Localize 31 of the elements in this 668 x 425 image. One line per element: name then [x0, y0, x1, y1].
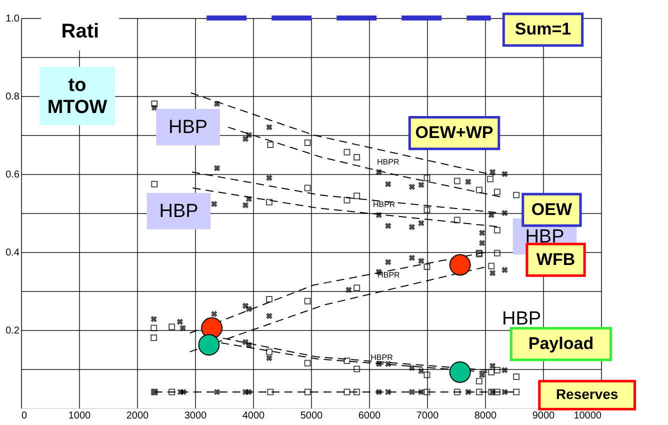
x-tick-label: 1000: [68, 410, 92, 422]
annotation: HBPR: [377, 157, 400, 166]
y-tick-label: 0.4: [6, 248, 20, 258]
annotation: HBP: [502, 308, 542, 330]
annotation: to MTOW: [47, 75, 108, 118]
x-tick-label: 0: [22, 410, 28, 422]
annotation: WFB: [536, 250, 576, 269]
x-tick-label: 2000: [126, 410, 150, 422]
annotation: HBPR: [378, 270, 400, 280]
annotation: HBPR: [370, 353, 394, 362]
y-tick-label: 1.0: [6, 14, 20, 24]
x-tick-label: 9000: [532, 410, 556, 422]
annotation: HBP: [168, 117, 208, 138]
annotation: OEW+WP: [415, 123, 494, 142]
x-tick-label: 4000: [242, 410, 266, 422]
annotation: HBP: [159, 201, 198, 222]
annotation: Payload: [528, 334, 594, 354]
y-tick-label: 0.8: [6, 92, 20, 102]
annotation: Rati: [61, 20, 100, 43]
y-tick-label: 0.2: [6, 326, 20, 336]
annotation: OEW: [531, 200, 573, 219]
x-tick-label: 7000: [416, 410, 440, 422]
x-tick-label: 6000: [358, 410, 382, 422]
annotation: Sum=1: [514, 20, 572, 39]
y-tick-label: 0.6: [6, 170, 20, 180]
annotation: Reserves: [556, 386, 618, 402]
x-tick-label: 5000: [300, 410, 324, 422]
x-tick-label: 3000: [184, 410, 208, 422]
x-tick-label: 8000: [474, 410, 498, 422]
x-tick-label: 10000: [574, 410, 602, 422]
annotation: HBP: [525, 226, 564, 248]
